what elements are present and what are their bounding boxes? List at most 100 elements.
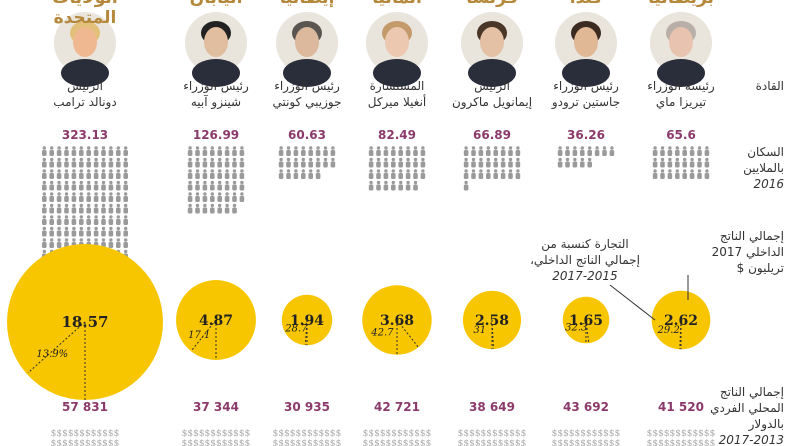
person-head	[240, 169, 244, 173]
person-body	[239, 161, 245, 168]
person-head	[479, 157, 483, 162]
person-body	[486, 173, 491, 179]
person-head	[464, 157, 468, 162]
country-name: ألمانيا	[342, 0, 452, 8]
person-head	[124, 169, 128, 173]
person-head	[72, 226, 76, 231]
leader-portrait-avatar	[461, 12, 523, 87]
person-body	[580, 161, 585, 168]
person-head	[316, 157, 320, 162]
person-head	[580, 146, 584, 150]
person-body	[500, 161, 506, 168]
person-head	[232, 192, 237, 196]
person-body	[123, 173, 128, 179]
person-head	[124, 238, 128, 242]
trade-line	[396, 319, 419, 348]
person-body	[56, 230, 62, 237]
person-body	[330, 161, 336, 168]
country-name: اليابان	[161, 0, 271, 8]
person-head	[602, 146, 607, 150]
person-head	[697, 157, 702, 162]
person-head	[675, 169, 679, 173]
person-head	[116, 157, 121, 162]
person-body	[123, 196, 128, 202]
person-head	[87, 203, 91, 208]
person-head	[116, 226, 121, 231]
person-body	[93, 196, 99, 202]
person-head	[64, 169, 69, 173]
person-head	[64, 180, 69, 185]
person-head	[87, 157, 91, 162]
person-head	[203, 146, 207, 150]
row-label-gdp: إجمالي الناتج الداخلي 2017 تريليون $	[711, 229, 784, 275]
person-body	[323, 161, 328, 168]
person-body	[56, 161, 62, 168]
person-head	[399, 157, 403, 162]
person-body	[79, 196, 84, 202]
person-body	[515, 161, 521, 168]
person-body	[391, 161, 396, 168]
person-head	[218, 169, 222, 173]
person-head	[668, 157, 672, 162]
person-body	[689, 161, 695, 168]
person-body	[293, 173, 299, 179]
person-body	[123, 150, 128, 156]
person-head	[399, 169, 403, 173]
person-body	[187, 161, 193, 168]
person-head	[369, 157, 373, 162]
leader-title: رئيس الوزراء شينزو آبيه	[183, 79, 249, 109]
person-body	[187, 196, 193, 202]
row-label-leaders: القادة	[755, 79, 784, 93]
gdp-value: 1.65	[569, 313, 603, 329]
person-body	[71, 184, 77, 191]
person-head	[376, 146, 381, 150]
person-head	[218, 146, 222, 150]
person-head	[501, 169, 505, 173]
person-body	[101, 219, 106, 225]
person-head	[42, 180, 46, 185]
person-head	[203, 169, 207, 173]
person-head	[64, 226, 69, 231]
person-body	[239, 173, 245, 179]
person-body	[79, 184, 84, 191]
person-body	[689, 173, 695, 179]
person-body	[232, 150, 237, 156]
person-head	[225, 157, 229, 162]
person-body	[42, 219, 47, 225]
person-head	[57, 215, 61, 219]
person-body	[308, 150, 313, 156]
person-body	[210, 150, 215, 156]
person-head	[94, 203, 98, 208]
person-head	[399, 180, 403, 185]
person-body	[704, 173, 710, 179]
person-head	[87, 146, 91, 150]
person-head	[101, 203, 106, 208]
person-body	[368, 161, 374, 168]
person-body	[71, 173, 77, 179]
gdp-value: 18.57	[62, 313, 109, 331]
population-figures	[187, 146, 245, 214]
person-head	[565, 157, 570, 162]
person-head	[203, 192, 207, 196]
person-body	[682, 150, 687, 156]
person-body	[398, 184, 403, 191]
person-head	[690, 157, 694, 162]
row-label-gdp-per-capita: إجمالي الناتج المحلي الفردي بالدولار 201…	[710, 385, 784, 446]
person-body	[463, 173, 469, 179]
person-body	[660, 161, 665, 168]
person-body	[210, 161, 215, 168]
person-body	[71, 161, 77, 168]
person-head	[101, 180, 106, 185]
person-body	[224, 173, 230, 179]
trade-value: 28.7	[284, 323, 308, 334]
person-head	[232, 180, 237, 185]
person-head	[595, 146, 599, 150]
person-head	[109, 215, 113, 219]
person-head	[203, 157, 207, 162]
person-body	[376, 161, 381, 168]
portrait-suit	[61, 59, 109, 87]
person-body	[478, 161, 484, 168]
person-head	[203, 180, 207, 185]
person-head	[42, 249, 46, 254]
person-body	[301, 161, 306, 168]
